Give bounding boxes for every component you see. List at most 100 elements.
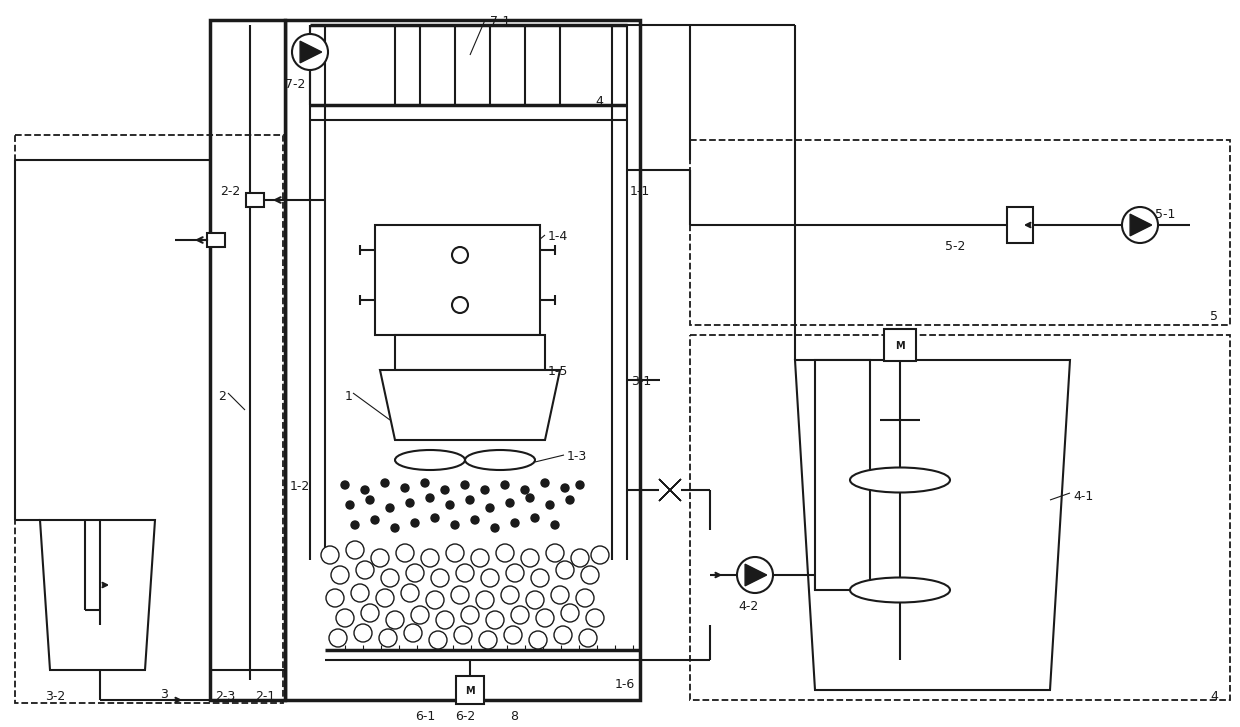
Circle shape xyxy=(491,524,498,532)
Circle shape xyxy=(481,569,498,587)
Text: 2-1: 2-1 xyxy=(255,690,275,703)
Circle shape xyxy=(546,501,554,509)
Circle shape xyxy=(446,501,454,509)
Circle shape xyxy=(526,591,544,609)
Bar xyxy=(15,135,283,703)
Circle shape xyxy=(446,544,464,562)
Circle shape xyxy=(427,494,434,502)
Text: 5-2: 5-2 xyxy=(945,240,966,253)
Text: 1-2: 1-2 xyxy=(290,480,310,493)
Circle shape xyxy=(436,611,454,629)
Circle shape xyxy=(565,496,574,504)
Circle shape xyxy=(1122,207,1158,243)
Circle shape xyxy=(371,516,379,524)
Circle shape xyxy=(432,514,439,522)
Circle shape xyxy=(531,569,549,587)
Ellipse shape xyxy=(849,467,950,492)
Circle shape xyxy=(451,521,459,529)
Circle shape xyxy=(521,486,529,494)
Bar xyxy=(285,20,640,700)
Text: 3-2: 3-2 xyxy=(45,690,66,703)
Circle shape xyxy=(536,609,554,627)
Circle shape xyxy=(361,486,370,494)
Circle shape xyxy=(356,561,374,579)
Text: M: M xyxy=(895,341,905,351)
Circle shape xyxy=(481,486,489,494)
Circle shape xyxy=(410,519,419,527)
Circle shape xyxy=(427,591,444,609)
Circle shape xyxy=(410,606,429,624)
Circle shape xyxy=(451,586,469,604)
Bar xyxy=(884,329,916,361)
Circle shape xyxy=(336,609,353,627)
Circle shape xyxy=(453,297,467,313)
Text: 7-2: 7-2 xyxy=(285,78,305,91)
Circle shape xyxy=(381,569,399,587)
Text: 4: 4 xyxy=(595,95,603,108)
Bar xyxy=(815,360,870,590)
Circle shape xyxy=(341,481,348,489)
Circle shape xyxy=(511,606,529,624)
Text: M: M xyxy=(465,686,475,696)
Circle shape xyxy=(466,496,474,504)
Polygon shape xyxy=(795,360,1070,690)
Circle shape xyxy=(486,611,503,629)
Circle shape xyxy=(554,626,572,644)
Text: 1-5: 1-5 xyxy=(548,365,568,378)
Text: 1-1: 1-1 xyxy=(630,185,650,198)
Circle shape xyxy=(479,631,497,649)
Circle shape xyxy=(541,479,549,487)
Circle shape xyxy=(496,544,515,562)
Text: 1-4: 1-4 xyxy=(548,230,568,243)
Bar xyxy=(689,335,1230,700)
Circle shape xyxy=(404,624,422,642)
Circle shape xyxy=(454,626,472,644)
Circle shape xyxy=(560,484,569,492)
Text: 3: 3 xyxy=(160,688,167,701)
Circle shape xyxy=(529,631,547,649)
Polygon shape xyxy=(1130,214,1152,236)
Bar xyxy=(374,225,539,335)
Circle shape xyxy=(501,586,520,604)
Circle shape xyxy=(506,499,515,507)
Circle shape xyxy=(737,557,773,593)
Circle shape xyxy=(570,549,589,567)
Circle shape xyxy=(486,504,494,512)
Text: 8: 8 xyxy=(510,710,518,723)
Circle shape xyxy=(386,611,404,629)
Circle shape xyxy=(331,566,348,584)
Text: 4-2: 4-2 xyxy=(738,600,758,613)
Circle shape xyxy=(396,544,414,562)
Ellipse shape xyxy=(396,450,465,470)
Circle shape xyxy=(511,519,520,527)
Bar xyxy=(207,233,224,247)
Circle shape xyxy=(371,549,389,567)
Circle shape xyxy=(582,566,599,584)
Circle shape xyxy=(291,34,329,70)
Circle shape xyxy=(506,564,525,582)
Ellipse shape xyxy=(465,450,534,470)
Ellipse shape xyxy=(849,577,950,603)
Circle shape xyxy=(453,247,467,263)
Text: 2-2: 2-2 xyxy=(219,185,241,198)
Circle shape xyxy=(401,484,409,492)
Circle shape xyxy=(476,591,494,609)
Circle shape xyxy=(461,481,469,489)
Text: 1-3: 1-3 xyxy=(567,450,588,463)
Polygon shape xyxy=(658,479,681,501)
Circle shape xyxy=(551,586,569,604)
Circle shape xyxy=(405,499,414,507)
Circle shape xyxy=(471,516,479,524)
Circle shape xyxy=(329,629,347,647)
Polygon shape xyxy=(379,370,560,440)
Bar xyxy=(689,140,1230,325)
Circle shape xyxy=(321,546,339,564)
Polygon shape xyxy=(745,564,766,586)
Circle shape xyxy=(381,479,389,487)
Circle shape xyxy=(577,481,584,489)
Circle shape xyxy=(456,564,474,582)
Text: 2-3: 2-3 xyxy=(215,690,236,703)
Text: 4: 4 xyxy=(1210,690,1218,703)
Bar xyxy=(210,20,285,700)
Text: 1-6: 1-6 xyxy=(615,678,635,691)
